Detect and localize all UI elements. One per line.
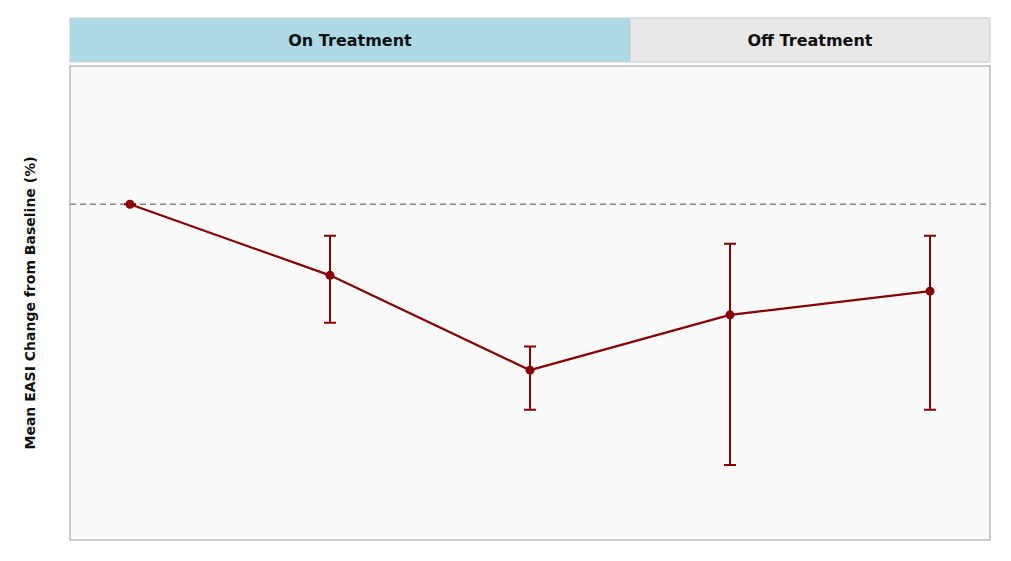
- plot-frame: [70, 66, 990, 540]
- chart-svg: On Treatment Off Treatment Mean EASI Chang…: [0, 0, 1011, 561]
- data-point: [726, 310, 735, 319]
- region-header: [630, 18, 990, 62]
- data-point: [526, 366, 535, 375]
- error-bar: [924, 236, 936, 410]
- chart-container: On Treatment Off Treatment Mean EASI Chang…: [0, 0, 1011, 561]
- error-bar: [724, 244, 736, 465]
- y-axis-label: Mean EASI Change from Baseline (%): [22, 156, 38, 449]
- series-line: [130, 204, 930, 370]
- data-point: [326, 271, 335, 280]
- region-label: On Treatment: [288, 31, 412, 50]
- error-bar: [524, 346, 536, 409]
- data-point: [126, 200, 135, 209]
- region-label: Off Treatment: [747, 31, 872, 50]
- region-header: [70, 18, 630, 62]
- data-point: [926, 287, 935, 296]
- plot-area: [70, 200, 990, 465]
- baseline: [70, 204, 990, 205]
- error-bar: [324, 236, 336, 323]
